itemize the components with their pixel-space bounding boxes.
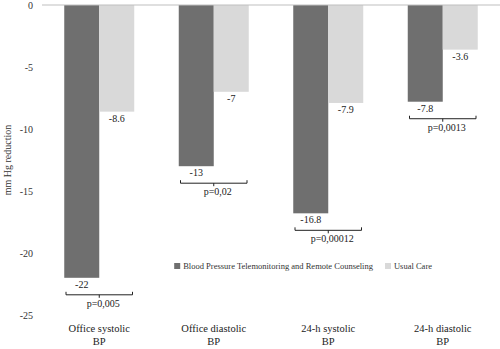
- legend-swatch: [385, 263, 391, 269]
- y-tick-label: -15: [20, 186, 33, 197]
- chart-container: 0 -5 -10 -15 -20 -25 mm Hg reduction -22 -13 -16.…: [0, 0, 500, 349]
- bar: [214, 5, 249, 92]
- data-label: -3.6: [452, 51, 468, 62]
- y-tick: [36, 253, 39, 254]
- y-tick-label: -10: [20, 124, 33, 135]
- annotation: p=0,005: [87, 298, 120, 309]
- bar: [64, 5, 99, 278]
- y-tick: [36, 5, 39, 6]
- data-label: -16.8: [300, 214, 321, 225]
- y-tick-label: 0: [28, 0, 33, 11]
- data-label: -7: [227, 93, 235, 104]
- x-tick-label: Office diastolicBP: [181, 323, 246, 347]
- data-label: -7.8: [417, 103, 433, 114]
- legend-swatch: [174, 263, 180, 269]
- y-tick: [36, 129, 39, 130]
- bar: [408, 5, 443, 102]
- data-labels: -22 -13 -16.8 -7.8 -8.6 -7 -7.9 -3.6: [75, 51, 468, 290]
- data-label: -22: [75, 279, 88, 290]
- chart-svg: 0 -5 -10 -15 -20 -25 mm Hg reduction -22 -13 -16.…: [0, 0, 500, 349]
- legend-label: Blood Pressure Telemonitoring and Remote…: [183, 261, 374, 271]
- data-label: -7.9: [338, 104, 354, 115]
- bar: [293, 5, 328, 213]
- annotation: p=0,00012: [311, 233, 354, 244]
- bars: [64, 5, 478, 278]
- bar: [443, 5, 478, 50]
- data-label: -8.6: [109, 113, 125, 124]
- x-tick-label: 24-h systolicBP: [301, 323, 355, 347]
- legend: Blood Pressure Telemonitoring and Remote…: [174, 261, 432, 271]
- x-axis-line: [42, 5, 500, 6]
- y-tick: [36, 315, 39, 316]
- y-tick: [36, 67, 39, 68]
- y-tick-label: -5: [25, 62, 33, 73]
- y-tick-label: -20: [20, 248, 33, 259]
- data-label: -13: [190, 167, 203, 178]
- x-tick-label: 24-h diastolicBP: [414, 323, 472, 347]
- annotation: p=0,0013: [428, 122, 466, 133]
- x-tick-label: Office systolicBP: [69, 323, 131, 347]
- bar: [179, 5, 214, 166]
- y-axis-label: mm Hg reduction: [2, 125, 13, 196]
- bar: [328, 5, 363, 103]
- legend-label: Usual Care: [394, 261, 432, 271]
- y-tick-label: -25: [20, 310, 33, 321]
- bar: [99, 5, 134, 112]
- y-tick: [36, 191, 39, 192]
- annotation: p=0,02: [204, 186, 232, 197]
